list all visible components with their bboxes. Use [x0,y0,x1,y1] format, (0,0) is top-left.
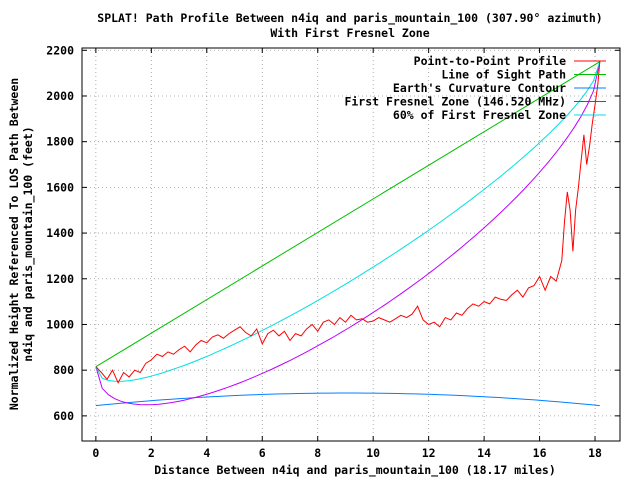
y-tick-label: 1800 [46,135,74,149]
legend-item-fresnel: First Fresnel Zone (146.520 MHz) [344,95,606,109]
y-axis-label-line-1: Normalized Height Referenced To LOS Path… [7,78,21,410]
y-tick-label: 1400 [46,226,74,240]
legend-label: 60% of First Fresnel Zone [393,108,566,122]
legend-item-fresnel-60: 60% of First Fresnel Zone [393,108,606,122]
legend-label: Point-to-Point Profile [414,54,566,68]
legend-item-curvature: Earth's Curvature Contour [393,81,606,95]
x-tick-label: 18 [588,446,602,460]
grid [82,48,620,441]
x-tick-label: 10 [366,446,380,460]
y-tick-label: 2200 [46,43,74,57]
series-earth-curvature-line [95,392,600,407]
legend-item-los: Line of Sight Path [441,68,606,82]
y-tick-label: 600 [53,409,74,423]
legend-label: Earth's Curvature Contour [393,81,566,95]
x-tick-label: 8 [314,446,321,460]
x-tick-label: 16 [533,446,547,460]
x-tick-label: 14 [477,446,491,460]
series-point-to-point-profile-line [95,61,601,384]
x-tick-label: 4 [203,446,210,460]
plot-frame [81,47,621,442]
legend-item-profile: Point-to-Point Profile [414,54,606,68]
y-tick-label: 2000 [46,89,74,103]
legend-label: Line of Sight Path [441,68,566,82]
x-tick-label: 2 [148,446,155,460]
series-line-of-sight-line [95,61,601,368]
y-tick-label: 1000 [46,317,74,331]
y-tick-label: 800 [53,363,74,377]
series-60pct-fresnel-zone-line [95,61,601,382]
chart-title-line-2: With First Fresnel Zone [270,26,429,40]
x-axis-label: Distance Between n4iq and paris_mountain… [154,463,556,478]
y-axis-label-line-2: n4iq and paris_mountain_100 (feet) [21,126,36,361]
x-tick-label: 0 [92,446,99,460]
legend-label: First Fresnel Zone (146.520 MHz) [344,95,566,109]
chart-title-line-1: SPLAT! Path Profile Between n4iq and par… [97,11,602,26]
x-tick-label: 6 [259,446,266,460]
y-tick-label: 1600 [46,180,74,194]
series-layer [95,61,601,407]
y-tick-label: 1200 [46,272,74,286]
x-tick-label: 12 [422,446,436,460]
axis-ticks: 0 2 4 6 8 10 12 14 16 18 600 800 1000 1200 1400 1600 180… [46,43,620,460]
series-first-fresnel-zone-line [95,61,601,406]
